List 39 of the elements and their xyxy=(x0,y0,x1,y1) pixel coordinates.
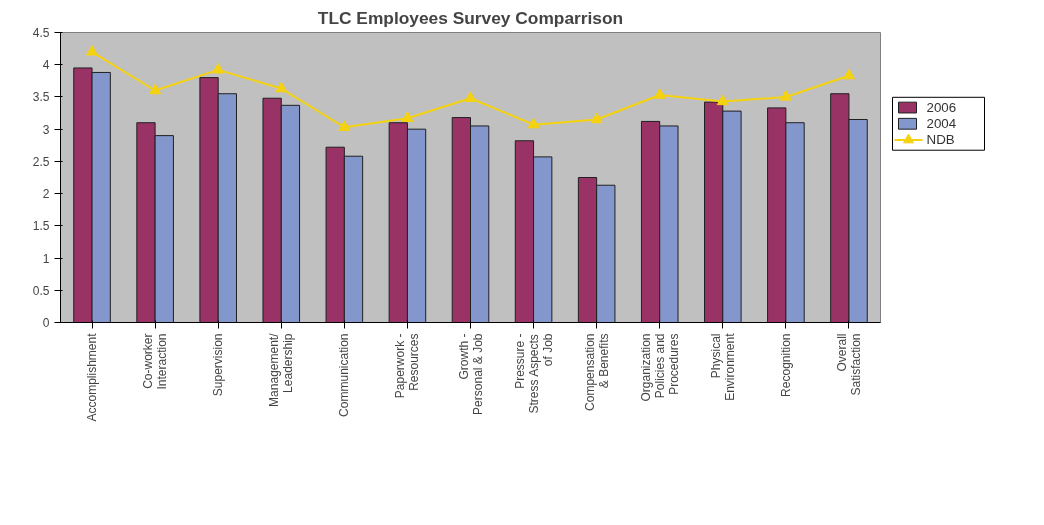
y-tick-label: 1 xyxy=(42,251,50,266)
x-tick-label: Pressure - Stress Aspects of Job xyxy=(512,333,555,414)
x-tick-label: Management/ Leadership xyxy=(267,332,296,407)
y-tick-label: 1.5 xyxy=(32,219,50,234)
legend-label: NDB xyxy=(926,132,955,148)
point xyxy=(401,111,414,122)
y-tick-label: 2.5 xyxy=(32,154,50,169)
x-tick-label: Supervision xyxy=(211,333,226,397)
x-tick-label: Physical Environment xyxy=(708,332,737,401)
point xyxy=(275,81,288,93)
y-tick-label: 3.5 xyxy=(32,90,50,105)
point xyxy=(842,68,855,80)
x-tick-label: Organization Policies and Procedures xyxy=(638,333,681,402)
x-tick-label: Growth - Personal & Job xyxy=(456,333,485,415)
y-tick-label: 4.5 xyxy=(32,26,50,40)
point xyxy=(212,63,225,74)
x-tick-label: Communication xyxy=(337,333,352,417)
chart-title: TLC Employees Survey Comparrison xyxy=(317,7,624,28)
point xyxy=(653,88,666,99)
point xyxy=(86,44,99,56)
y-tick-label: 4 xyxy=(42,58,50,73)
point xyxy=(527,117,540,129)
y-tick-label: 2 xyxy=(42,187,50,202)
legend-label: 2004 xyxy=(926,116,957,132)
point xyxy=(464,91,477,102)
point xyxy=(779,90,792,101)
point xyxy=(716,94,729,106)
y-tick-label: 0 xyxy=(42,316,50,330)
y-tick-label: 3 xyxy=(42,122,50,137)
point xyxy=(590,112,603,124)
x-tick-label: Co-worker Interaction xyxy=(141,333,170,390)
point xyxy=(338,120,351,131)
legend-label: 2006 xyxy=(926,100,957,116)
x-tick-label: Recognition xyxy=(778,333,793,397)
y-tick-label: 0.5 xyxy=(32,283,50,298)
x-tick-label: Accomplishment xyxy=(85,332,100,422)
x-tick-label: Overall Satisfaction xyxy=(834,333,863,396)
point xyxy=(149,83,162,95)
x-tick-label: Paperwork - Resources xyxy=(393,333,422,399)
